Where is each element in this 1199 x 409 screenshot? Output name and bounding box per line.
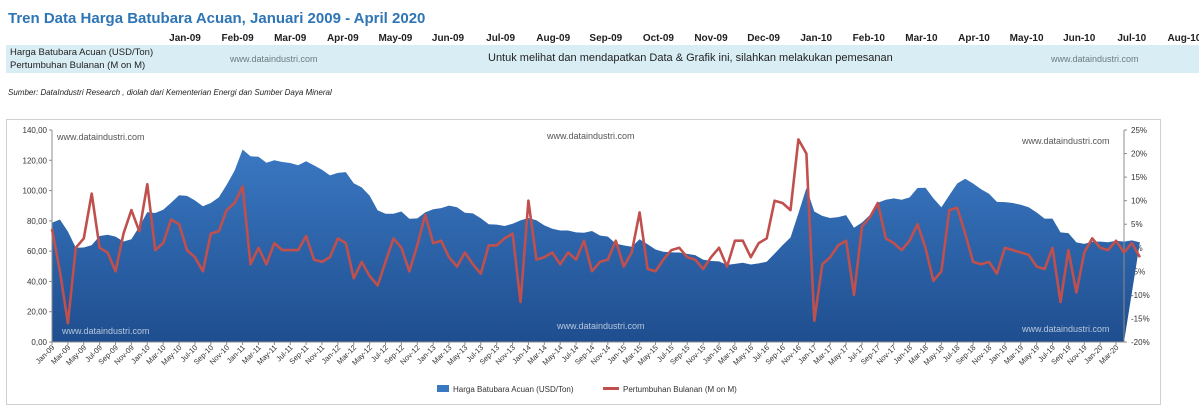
month-header-cell: Mar-10 (905, 33, 938, 44)
source-note: Sumber: DataIndustri Research , diolah d… (8, 88, 332, 97)
chart-watermark-top-left: www.dataindustri.com (56, 132, 145, 142)
month-header-cell: Mar-09 (274, 33, 307, 44)
right-axis-tick-label: 5% (1131, 220, 1143, 229)
right-axis-tick-label: -20% (1131, 338, 1150, 347)
left-axis-tick-label: 0,00 (31, 338, 47, 347)
row-label-growth: Pertumbuhan Bulanan (M on M) (10, 60, 146, 71)
month-header-row: Jan-09 Feb-09 Mar-09 Apr-09 May-09 Jun-09 Jul-… (0, 33, 1199, 45)
right-axis-tick-label: 15% (1131, 173, 1147, 182)
legend: Harga Batubara Acuan (USD/Ton) Pertumbuha… (437, 385, 737, 394)
month-header-cell: Jun-10 (1063, 33, 1096, 44)
row-label-price: Harga Batubara Acuan (USD/Ton) (10, 47, 154, 58)
right-axis-tick-label: -10% (1131, 291, 1150, 300)
left-axis-tick-label: 60,00 (27, 247, 48, 256)
page-title: Tren Data Harga Batubara Acuan, Januari … (8, 10, 426, 27)
right-axis-tick-label: -5% (1131, 267, 1145, 276)
month-header-cell: Apr-10 (958, 33, 990, 44)
chart-watermark-top-right: www.dataindustri.com (1021, 136, 1110, 146)
chart-watermark-top-center: www.dataindustri.com (546, 131, 635, 141)
band-watermark-left: www.dataindustri.com (230, 54, 318, 64)
legend-swatch-area (437, 385, 449, 392)
legend-label-line: Pertumbuhan Bulanan (M on M) (623, 385, 737, 394)
month-header-cell: May-10 (1009, 33, 1044, 44)
combo-chart: 0,00 20,00 40,00 60,00 80,00 100,00 120,00 140,… (23, 126, 1150, 394)
chart-frame: 0,00 20,00 40,00 60,00 80,00 100,00 120,00 140,… (6, 119, 1161, 405)
right-axis-tick-label: -15% (1131, 314, 1150, 323)
chart-watermark-bottom-right: www.dataindustri.com (1021, 324, 1110, 334)
month-header-cell: Aug-10 (1167, 33, 1199, 44)
left-axis-tick-label: 100,00 (23, 187, 48, 196)
left-axis-tick-label: 80,00 (27, 217, 48, 226)
month-header-cell: Jan-10 (800, 33, 833, 44)
month-header-cell: Oct-09 (642, 33, 674, 44)
month-header-cell: Feb-10 (852, 33, 885, 44)
area-series-price (52, 149, 1140, 342)
month-header-cell: Sep-09 (589, 33, 623, 44)
left-axis-tick-label: 20,00 (27, 308, 48, 317)
month-header-cell: Jul-10 (1117, 33, 1147, 44)
chart-watermark-bottom-left: www.dataindustri.com (61, 326, 150, 336)
line-series-growth (50, 138, 1142, 325)
month-header-cell: Feb-09 (221, 33, 254, 44)
month-header-cell: Aug-09 (536, 33, 571, 44)
right-axis-tick-label: 25% (1131, 126, 1147, 135)
right-axis-tick-label: 10% (1131, 197, 1147, 206)
left-axis-tick-label: 120,00 (23, 156, 48, 165)
chart-watermark-bottom-center: www.dataindustri.com (556, 321, 645, 331)
month-header-cell: Apr-09 (326, 33, 359, 44)
data-preview-band: Harga Batubara Acuan (USD/Ton) Pertumbuh… (6, 45, 1199, 73)
month-header-cell: Jan-09 (169, 33, 201, 44)
month-header-cell: Jun-09 (431, 33, 465, 44)
month-header-cell: May-09 (378, 33, 413, 44)
left-axis-tick-label: 140,00 (23, 126, 48, 135)
month-header-cell: Jul-09 (486, 33, 516, 44)
month-header-cell: Nov-09 (694, 33, 728, 44)
month-header-cell: Dec-09 (747, 33, 780, 44)
band-watermark-right: www.dataindustri.com (1051, 54, 1139, 64)
legend-label-area: Harga Batubara Acuan (USD/Ton) (453, 385, 574, 394)
right-axis-tick-label: 20% (1131, 150, 1147, 159)
order-message[interactable]: Untuk melihat dan mendapatkan Data & Gra… (488, 52, 893, 64)
left-axis-tick-label: 40,00 (27, 277, 48, 286)
